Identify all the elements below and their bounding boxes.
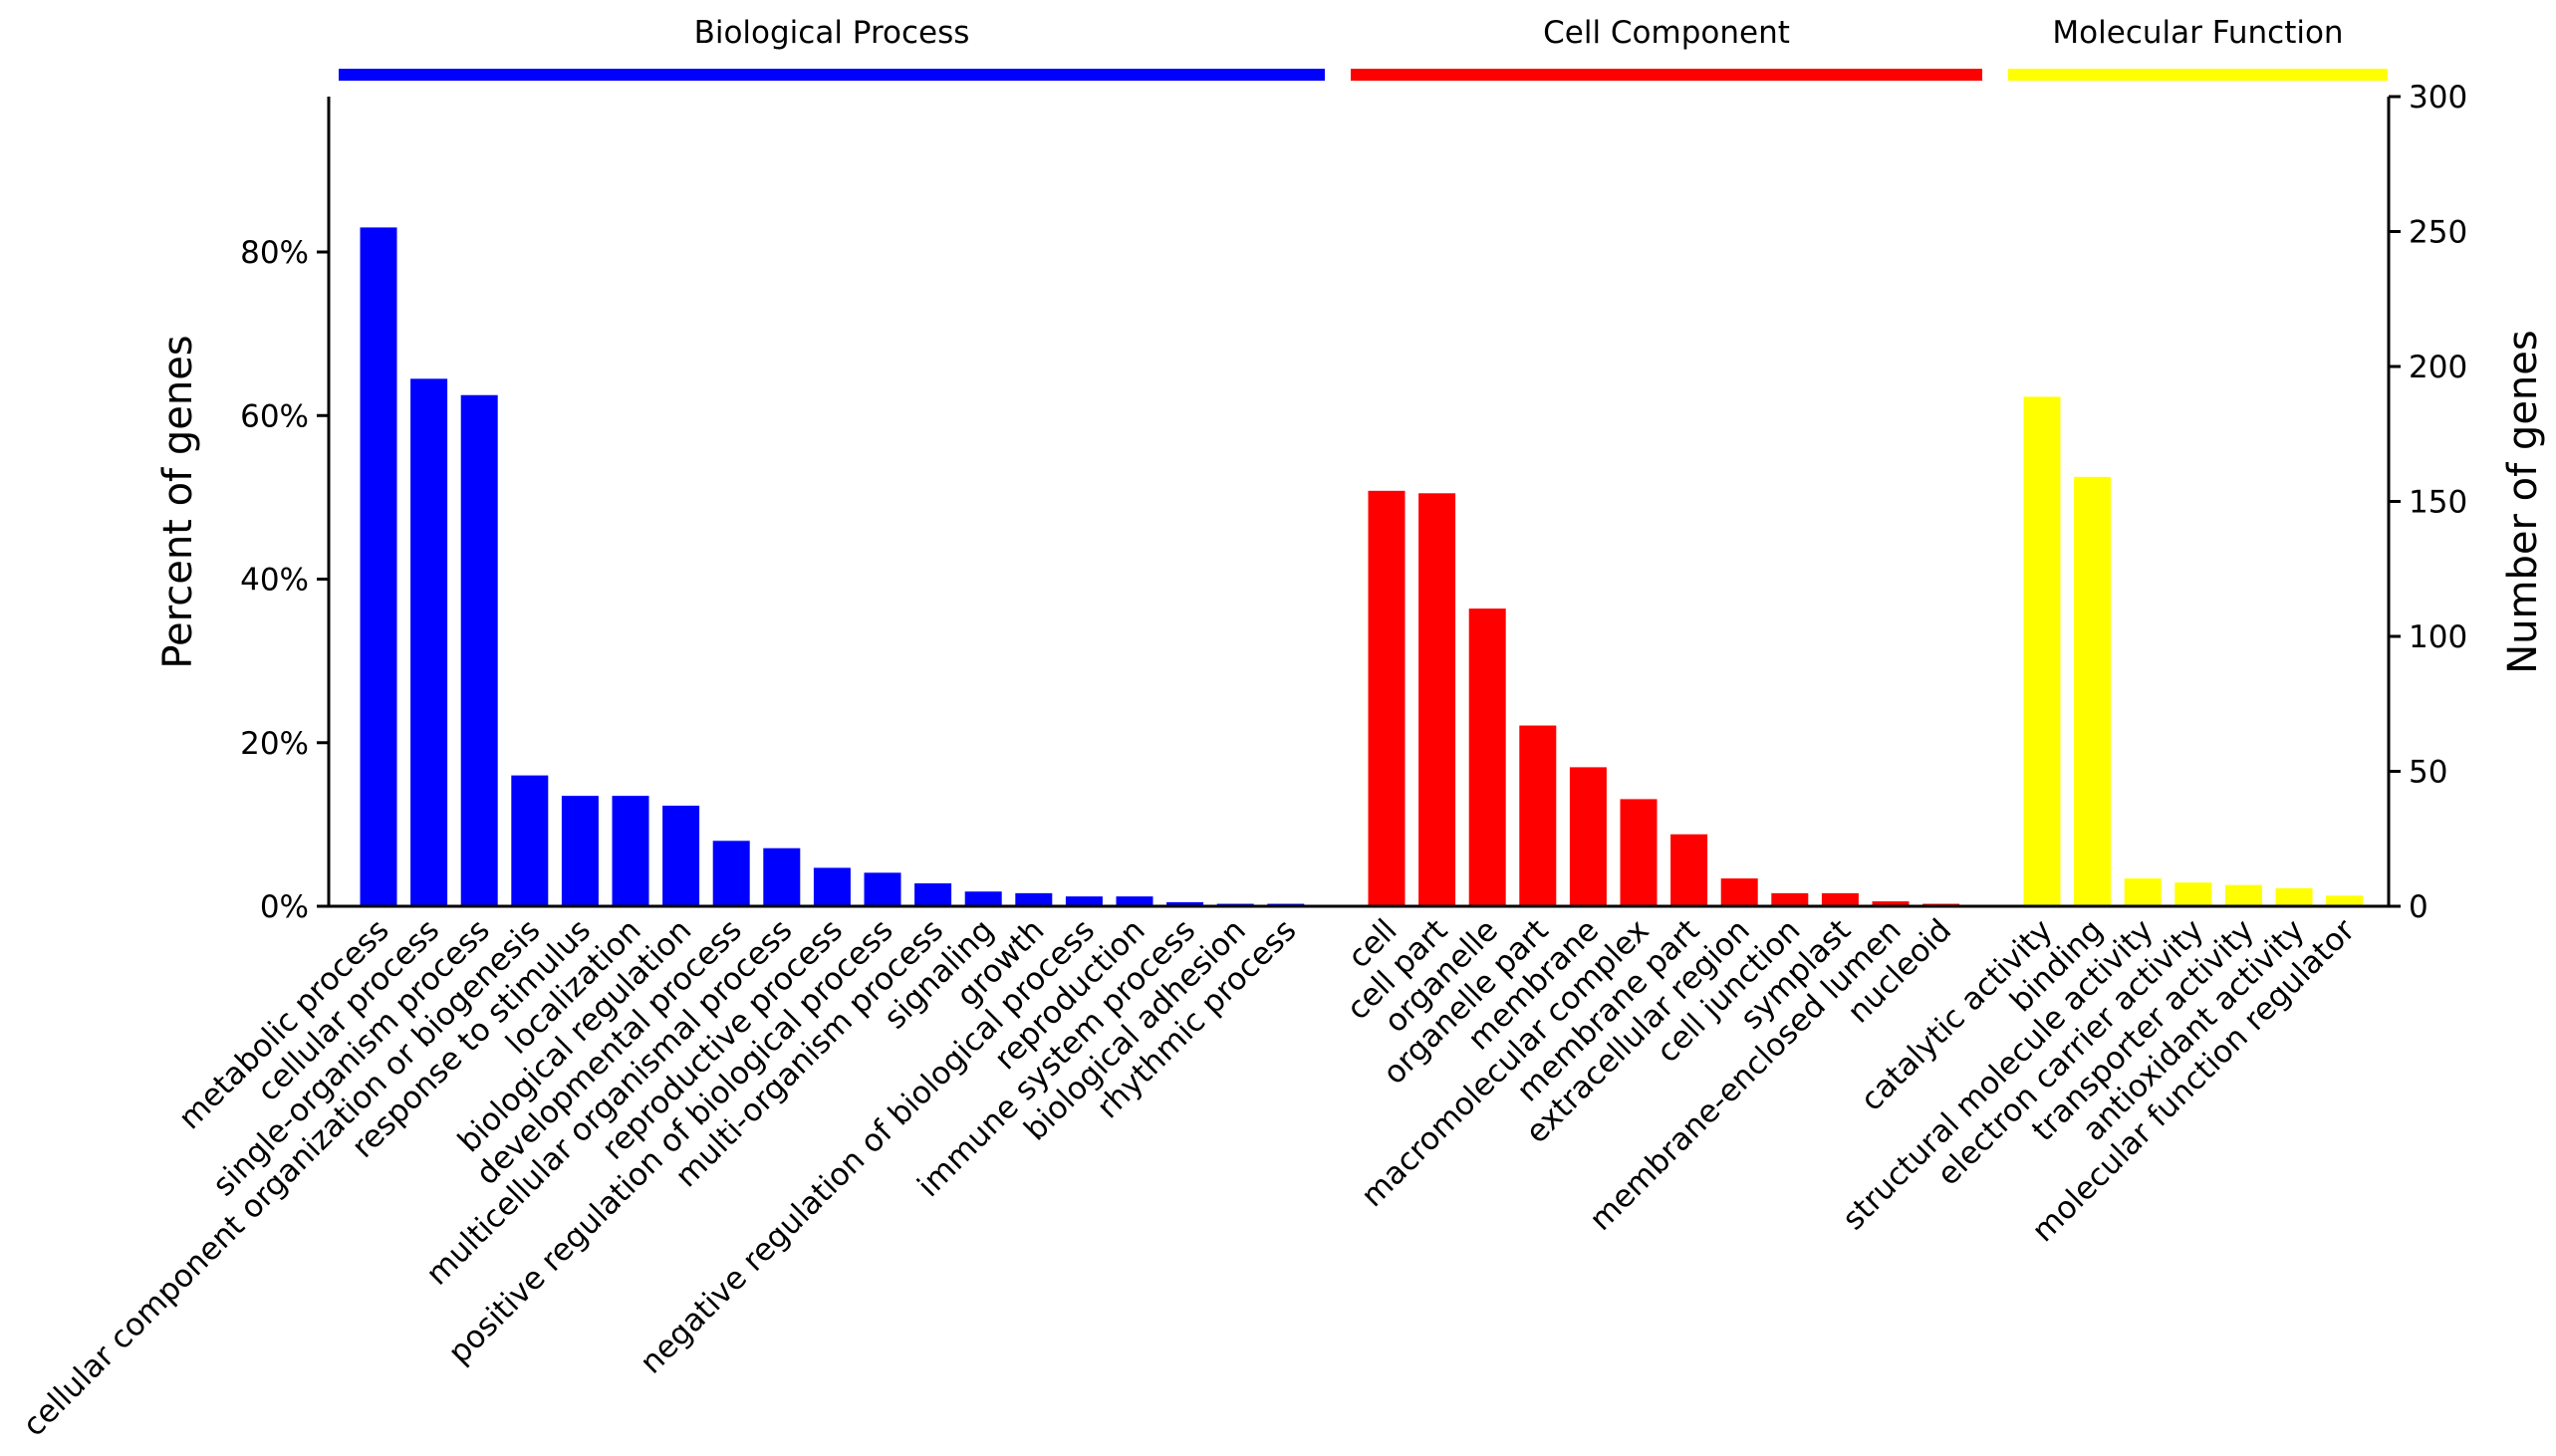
group-band [339, 69, 1325, 81]
bar [763, 848, 801, 906]
bar [1620, 799, 1658, 906]
right-axis-title: Number of genes [2500, 330, 2546, 673]
bar [2074, 476, 2112, 906]
right-tick-label: 100 [2409, 619, 2467, 655]
bar [2174, 882, 2212, 906]
right-tick-label: 0 [2409, 889, 2428, 925]
bar [1015, 892, 1053, 906]
group-title: Molecular Function [2052, 15, 2343, 51]
bar [1166, 901, 1204, 906]
bar [1821, 892, 1859, 906]
axis-ticks: 0% 20% 40% 60% 80% 0 50 100 150 200 250 300 [240, 80, 2467, 925]
right-tick-label: 250 [2409, 215, 2467, 251]
group-band [1351, 69, 1982, 81]
left-tick-label: 20% [240, 726, 309, 762]
bar [1720, 878, 1758, 906]
right-tick-label: 300 [2409, 80, 2467, 116]
bar [1872, 901, 1910, 906]
bar [813, 867, 851, 906]
right-tick-label: 150 [2409, 485, 2467, 521]
bar [1569, 767, 1607, 906]
bar [1065, 896, 1103, 906]
bar [2326, 895, 2364, 906]
bar [914, 883, 952, 906]
bar [964, 891, 1002, 906]
group-band [2008, 69, 2388, 81]
bar [662, 805, 700, 906]
bar [1116, 896, 1153, 906]
bar [1771, 892, 1809, 906]
bar [1519, 725, 1557, 906]
bar [1368, 490, 1406, 906]
bar [460, 394, 498, 906]
group-title: Cell Component [1543, 15, 1790, 51]
bars-layer [360, 227, 2364, 907]
right-tick-label: 200 [2409, 350, 2467, 385]
bar [1670, 834, 1708, 906]
left-axis-title: Percent of genes [155, 335, 201, 668]
left-tick-label: 40% [240, 563, 309, 599]
left-tick-label: 80% [240, 235, 309, 271]
bar [2124, 878, 2162, 906]
group-headers: Biological Process Cell Component Molecula… [339, 15, 2388, 81]
bar [2275, 887, 2313, 906]
bar [2224, 884, 2262, 906]
bar [561, 796, 599, 906]
bar [2023, 396, 2061, 906]
bar [864, 872, 901, 906]
bar [1418, 493, 1456, 906]
bar [712, 841, 750, 906]
bar [410, 378, 448, 906]
bar [360, 227, 397, 907]
bar [511, 775, 549, 906]
right-tick-label: 50 [2409, 755, 2447, 791]
group-title: Biological Process [694, 15, 970, 51]
left-tick-label: 60% [240, 398, 309, 434]
left-tick-label: 0% [260, 889, 309, 925]
bar [1468, 608, 1506, 906]
bar [612, 796, 649, 906]
